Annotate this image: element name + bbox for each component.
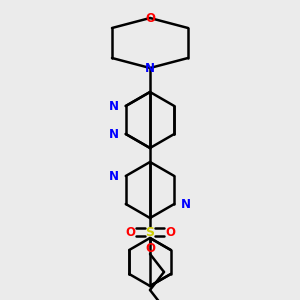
Text: N: N [181,197,191,211]
Text: N: N [109,100,119,112]
Text: O: O [145,11,155,25]
Text: N: N [109,128,119,140]
Text: N: N [109,169,119,182]
Text: O: O [125,226,135,238]
Text: S: S [146,226,154,238]
Text: N: N [145,61,155,74]
Text: O: O [145,242,155,254]
Text: O: O [165,226,175,238]
